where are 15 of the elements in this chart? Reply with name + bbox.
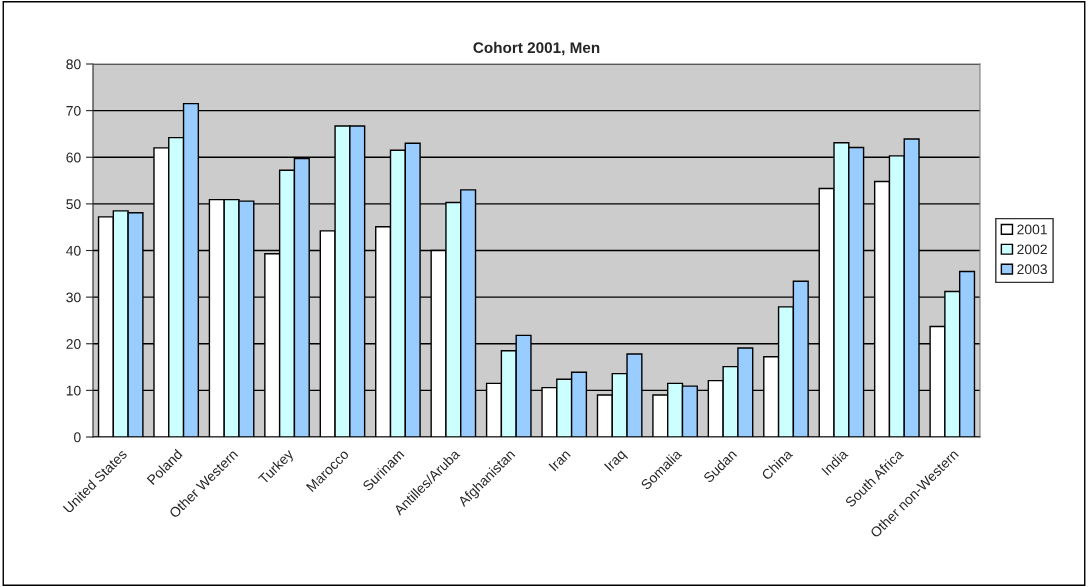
y-tick-label: 70	[66, 105, 81, 116]
legend-label: 2003	[1017, 264, 1047, 275]
y-tick-label: 10	[66, 385, 81, 396]
y-tick-label: 20	[66, 339, 81, 349]
y-tick-label: 0	[74, 432, 81, 443]
x-tick-label: Iraq	[604, 449, 629, 474]
y-tick-label: 50	[66, 199, 81, 210]
chart-title: Cohort 2001, Men	[473, 41, 600, 56]
y-tick-label: 80	[66, 59, 81, 70]
y-tick-label: 30	[66, 292, 81, 303]
legend-label: 2001	[1017, 224, 1047, 235]
y-tick-label: 60	[66, 152, 81, 163]
legend-label: 2002	[1017, 244, 1047, 255]
y-tick-label: 40	[66, 245, 81, 256]
x-tick-label: Iran	[548, 449, 571, 472]
